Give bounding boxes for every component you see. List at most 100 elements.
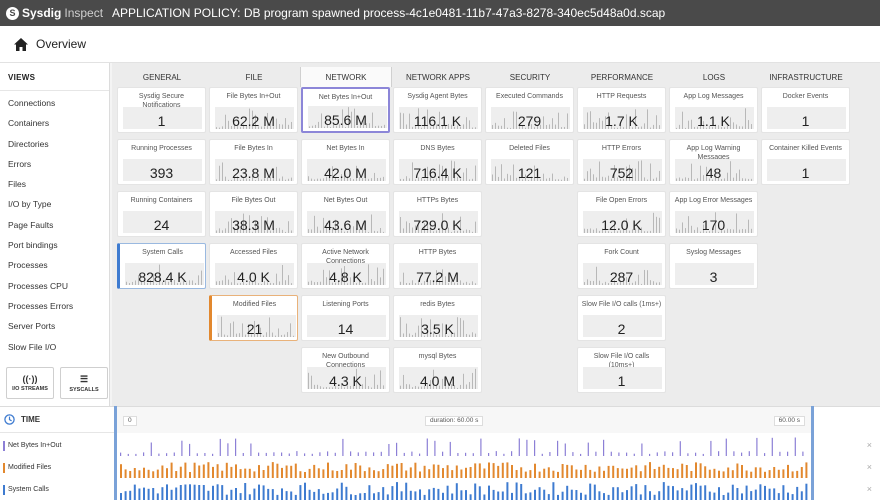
metric-tile-net-bytes-in[interactable]: Net Bytes In 42.0 M (301, 139, 390, 185)
close-icon[interactable]: × (866, 462, 872, 472)
column-header-general: GENERAL (142, 73, 182, 82)
metric-value: 1 (617, 373, 626, 389)
metric-label: System Calls (142, 249, 183, 256)
view-item-page-faults[interactable]: Page Faults (8, 219, 54, 230)
view-item-connections[interactable]: Connections (8, 98, 56, 108)
metric-tile-net-bytes-out[interactable]: Net Bytes Out 43.6 M (301, 191, 390, 237)
close-icon[interactable]: × (866, 484, 872, 494)
view-item-processes-errors[interactable]: Processes Errors (8, 300, 74, 311)
syscalls-button[interactable]: ☰ SYSCALLS (60, 367, 108, 399)
selection-end-handle[interactable] (811, 406, 814, 500)
metric-tile-running-containers[interactable]: Running Containers 24 (117, 191, 206, 237)
metric-sparkline (675, 263, 754, 285)
timeline-series-label[interactable]: System Calls (0, 479, 114, 500)
metric-tile-sysdig-agent-bytes[interactable]: Sysdig Agent Bytes 116.1 K (393, 87, 482, 133)
metric-value: 12.0 K (601, 217, 642, 233)
metric-tile-new-outbound-connections[interactable]: New Outbound Connections 4.3 K (301, 347, 390, 393)
metric-tile-deleted-files[interactable]: Deleted Files 121 (485, 139, 574, 185)
timeline-series-plot[interactable] (117, 458, 814, 478)
metric-label: Fork Count (604, 249, 639, 256)
metric-tile-http-errors[interactable]: HTTP Errors 752 (577, 139, 666, 185)
metric-sparkline (399, 315, 478, 337)
metric-tile-listening-ports[interactable]: Listening Ports 14 (301, 295, 390, 341)
metric-label: Listening Ports (322, 301, 369, 308)
metric-label: File Bytes Out (231, 197, 276, 204)
timeline-series-plot[interactable] (117, 480, 814, 500)
time-title: TIME (21, 415, 41, 424)
metric-tile-slow-file-i-o-calls-1ms-[interactable]: Slow File I/O calls (1ms+) 2 (577, 295, 666, 341)
timeline-panel: TIME 0 duration: 60.00 s 60.00 s Net Byt… (0, 406, 880, 500)
metric-value: 4.0 M (419, 373, 455, 389)
view-item-directories[interactable]: Directories (8, 138, 49, 149)
view-item-port-bindings[interactable]: Port bindings (8, 240, 58, 251)
metric-value: 1.1 K (697, 113, 730, 129)
metric-value: 21 (246, 321, 263, 337)
logo-product-text: Inspect (64, 6, 104, 20)
button-label: SYSCALLS (69, 386, 99, 393)
selection-start-handle[interactable] (114, 406, 117, 500)
metric-label: Syslog Messages (686, 249, 741, 256)
metric-value: 393 (149, 165, 174, 181)
metric-tile-app-log-messages[interactable]: App Log Messages 1.1 K (669, 87, 758, 133)
metric-label: File Bytes In (234, 145, 273, 152)
metric-label: Net Bytes In (326, 145, 365, 152)
metric-tile-mysql-bytes[interactable]: mysql Bytes 4.0 M (393, 347, 482, 393)
view-item-i-o-by-type[interactable]: I/O by Type (8, 199, 52, 210)
i-o-streams-button[interactable]: ((·)) I/O STREAMS (6, 367, 54, 399)
metric-tile-redis-bytes[interactable]: redis Bytes 3.5 K (393, 295, 482, 341)
metric-label: Slow File I/O calls (10ms+) (593, 353, 650, 369)
timeline-series-label[interactable]: Net Bytes In+Out (0, 435, 114, 457)
view-item-files[interactable]: Files (8, 179, 26, 190)
metric-tile-http-bytes[interactable]: HTTP Bytes 77.2 M (393, 243, 482, 289)
metric-tile-system-calls[interactable]: System Calls 828.4 K (117, 243, 206, 289)
timeline-series-label[interactable]: Modified Files (0, 457, 114, 479)
time-ruler[interactable]: 0 duration: 60.00 s 60.00 s (114, 407, 814, 433)
close-icon[interactable]: × (866, 440, 872, 450)
metric-tile-dns-bytes[interactable]: DNS Bytes 716.4 K (393, 139, 482, 185)
view-item-slow-file-i-o[interactable]: Slow File I/O (8, 341, 57, 352)
metric-sparkline (307, 367, 386, 389)
capture-title: APPLICATION POLICY: DB program spawned p… (112, 6, 666, 20)
metric-tile-syslog-messages[interactable]: Syslog Messages 3 (669, 243, 758, 289)
metric-tile-file-bytes-in-out[interactable]: File Bytes In+Out 62.2 M (209, 87, 298, 133)
metric-tile-fork-count[interactable]: Fork Count 287 (577, 243, 666, 289)
metric-tile-https-bytes[interactable]: HTTPs Bytes 729.0 K (393, 191, 482, 237)
view-item-server-ports[interactable]: Server Ports (8, 321, 56, 332)
metric-tile-container-killed-events[interactable]: Container Killed Events 1 (761, 139, 850, 185)
metric-value: 1.7 K (605, 113, 638, 129)
metric-tile-file-bytes-in[interactable]: File Bytes In 23.8 M (209, 139, 298, 185)
timeline-series-plot[interactable] (117, 436, 814, 456)
metric-tile-sysdig-secure-notifications[interactable]: Sysdig Secure Notifications 1 (117, 87, 206, 133)
metric-tile-app-log-warning-messages[interactable]: App Log Warning Messages 48 (669, 139, 758, 185)
metric-sparkline (583, 315, 662, 337)
column-header-logs: LOGS (702, 73, 726, 82)
metric-label: Docker Events (782, 93, 829, 100)
metric-tile-accessed-files[interactable]: Accessed Files 4.0 K (209, 243, 298, 289)
metric-label: App Log Error Messages (674, 197, 753, 204)
metric-tile-http-requests[interactable]: HTTP Requests 1.7 K (577, 87, 666, 133)
metric-tile-docker-events[interactable]: Docker Events 1 (761, 87, 850, 133)
metric-tile-active-network-connections[interactable]: Active Network Connections 4.8 K (301, 243, 390, 289)
metric-tile-file-open-errors[interactable]: File Open Errors 12.0 K (577, 191, 666, 237)
metric-sparkline (307, 159, 386, 181)
metric-tile-file-bytes-out[interactable]: File Bytes Out 38.3 M (209, 191, 298, 237)
metric-label: Slow File I/O calls (1ms+) (581, 301, 662, 308)
metric-sparkline (399, 263, 478, 285)
view-item-processes-cpu[interactable]: Processes CPU (8, 280, 68, 291)
metric-tile-running-processes[interactable]: Running Processes 393 (117, 139, 206, 185)
view-item-containers[interactable]: Containers (8, 118, 50, 129)
metric-tile-executed-commands[interactable]: Executed Commands 279 (485, 87, 574, 133)
view-item-processes[interactable]: Processes (8, 260, 48, 271)
view-item-errors[interactable]: Errors (8, 158, 32, 169)
metric-sparkline (583, 159, 662, 181)
metric-tile-slow-file-i-o-calls-10ms-[interactable]: Slow File I/O calls (10ms+) 1 (577, 347, 666, 393)
metric-tile-net-bytes-in-out[interactable]: Net Bytes In+Out 85.6 M (301, 87, 390, 133)
metric-label: DNS Bytes (420, 145, 455, 152)
metric-tile-modified-files[interactable]: Modified Files 21 (209, 295, 298, 341)
sidebar-buttons: ((·)) I/O STREAMS ☰ SYSCALLS (6, 367, 108, 399)
metric-label: HTTP Requests (596, 93, 647, 100)
metric-tile-app-log-error-messages[interactable]: App Log Error Messages 170 (669, 191, 758, 237)
home-icon[interactable] (14, 37, 28, 51)
metric-sparkline (399, 159, 478, 181)
metric-sparkline (307, 315, 386, 337)
